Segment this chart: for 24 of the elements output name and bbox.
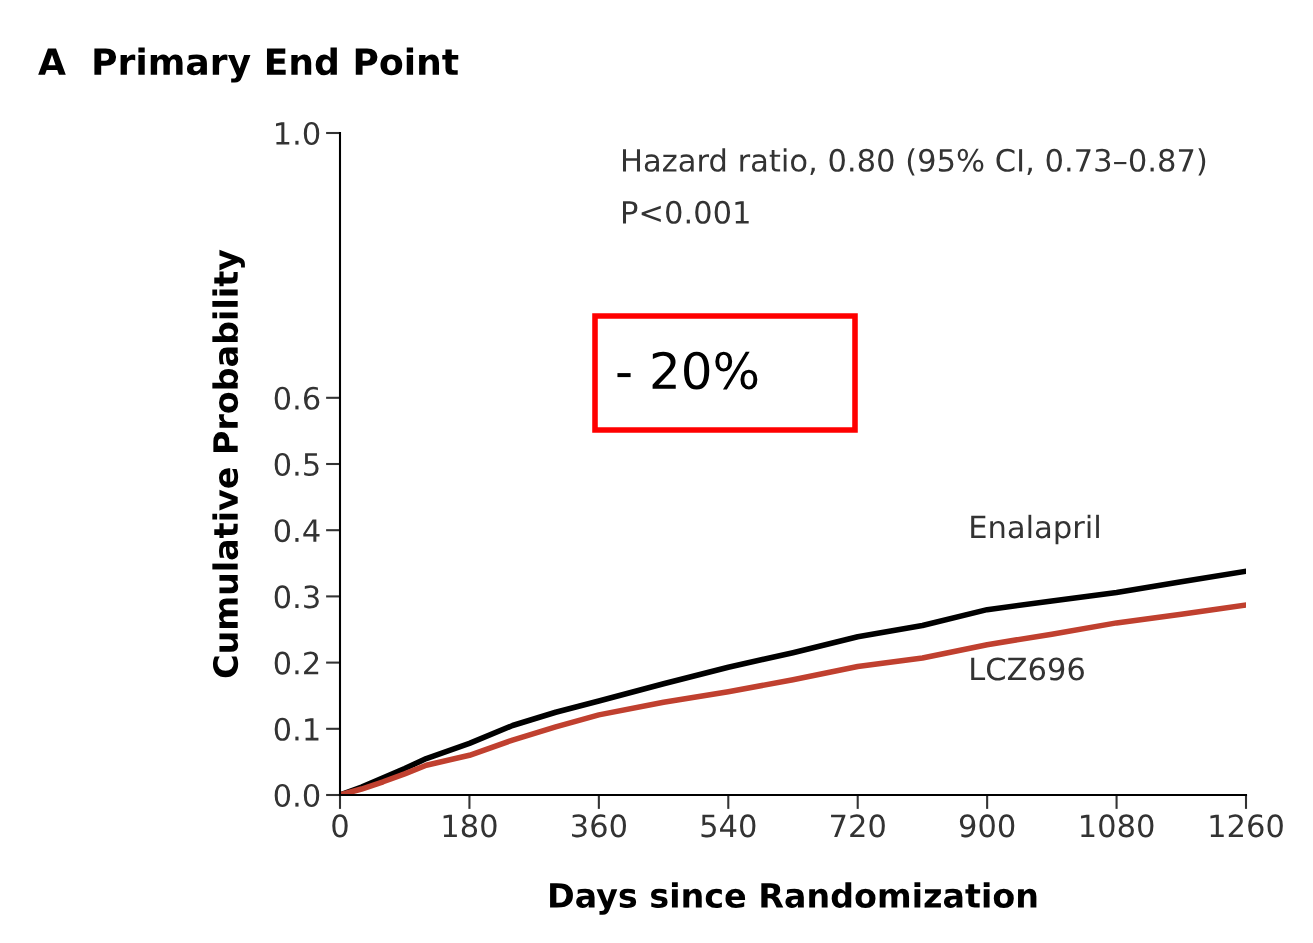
chart-title: A Primary End Point xyxy=(38,47,459,83)
annotation: - 20% xyxy=(617,351,758,390)
y-axis-title: Cumulative Probability xyxy=(212,249,245,678)
x-tick-label: 540 xyxy=(701,814,756,838)
y-tick-label: 0.3 xyxy=(274,585,319,609)
series-label: Enalapril xyxy=(971,514,1099,545)
series-label: LCZ696 xyxy=(971,657,1084,681)
y-tick-label: 0.2 xyxy=(274,651,319,675)
x-tick-label: 1080 xyxy=(1081,814,1154,838)
x-tick-label: 720 xyxy=(831,814,885,838)
x-tick-label: 1260 xyxy=(1210,814,1283,838)
annotation: Hazard ratio, 0.80 (95% CI, 0.73–0.87) xyxy=(623,148,1206,176)
y-tick-label: 0.5 xyxy=(274,452,319,477)
x-tick-label: 900 xyxy=(959,814,1015,838)
y-tick-label: 0.6 xyxy=(274,386,320,410)
y-tick-label: 1.0 xyxy=(276,121,320,146)
x-tick-label: 180 xyxy=(443,814,497,838)
x-axis-title: Days since Randomization xyxy=(550,882,1037,915)
x-tick-label: 360 xyxy=(572,814,626,838)
x-tick-label: 0 xyxy=(332,814,348,838)
annotation: P<0.001 xyxy=(623,200,749,224)
y-tick-label: 0.0 xyxy=(274,783,320,808)
y-tick-label: 0.4 xyxy=(274,519,320,543)
y-tick-label: 0.1 xyxy=(274,717,319,741)
